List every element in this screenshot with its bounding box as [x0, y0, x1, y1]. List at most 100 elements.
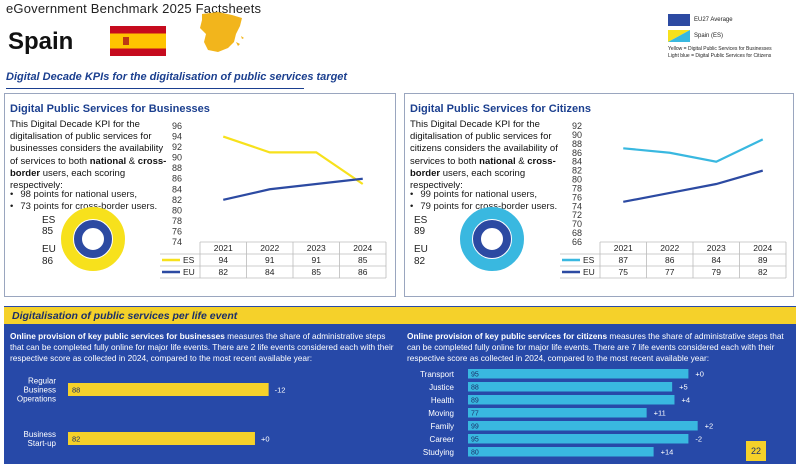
citizens-bar-change: -2	[695, 435, 702, 444]
business-life-event-bars: 88 -12 Regular Business Operations 82 +0 Busine…	[17, 377, 286, 449]
citizens-life-event-bars: Transport 95 +0 Justice 88 +5 Health 89 +4 Moving…	[420, 369, 714, 457]
citizens-data-label: 79	[712, 267, 722, 277]
citizens-es-label: ES	[414, 215, 428, 226]
citizens-xtick: 2022	[660, 243, 679, 253]
citizens-ytick: 78	[572, 183, 582, 193]
legend-note-yellow: Yellow = Digital Public Services for Bus…	[668, 46, 772, 52]
business-ytick: 74	[172, 237, 182, 247]
business-ytick: 82	[172, 195, 182, 205]
legend-es: Spain (ES)	[694, 33, 724, 39]
citizens-bar-value: 88	[471, 385, 479, 392]
citizens-ytick: 86	[572, 148, 582, 158]
citizens-eu-label: EU	[414, 244, 428, 255]
citizens-xtick: 2021	[614, 243, 633, 253]
business-ytick: 96	[172, 121, 182, 131]
citizens-series-eu-line	[623, 169, 764, 203]
citizens-bar-change: +14	[661, 448, 674, 457]
es-swatch	[668, 30, 690, 42]
business-life-event-text: Online provision of key public services …	[10, 331, 394, 363]
business-ytick: 92	[172, 142, 182, 152]
citizens-bar	[468, 447, 654, 457]
business-description: This Digital Decade KPI for the digitali…	[10, 119, 167, 192]
citizens-bullet-national: 99 points for national users,	[410, 189, 557, 201]
business-ytick: 88	[172, 163, 182, 173]
citizens-xtick: 2023	[707, 243, 726, 253]
section-subtitle: Digital Decade KPIs for the digitalisati…	[6, 71, 348, 83]
business-ytick: 80	[172, 205, 182, 215]
citizens-legend-es: ES	[583, 255, 595, 265]
citizens-bar-category: Studying	[423, 448, 454, 457]
life-event-title: Digitalisation of public services per li…	[12, 310, 238, 322]
citizens-bar-change: +2	[705, 422, 714, 431]
business-data-label: 85	[358, 255, 368, 265]
business-es-label: ES	[42, 215, 56, 226]
citizens-bar-category: Justice	[429, 383, 454, 392]
citizens-ytick: 66	[572, 237, 582, 247]
spain-map-icon	[200, 12, 244, 52]
business-donut	[61, 207, 125, 271]
citizens-data-label: 75	[619, 267, 629, 277]
business-data-label: 94	[219, 255, 229, 265]
citizens-bar-category: Family	[430, 422, 454, 431]
citizens-ytick: 84	[572, 157, 582, 167]
citizens-bar	[468, 421, 698, 431]
business-bar-change: +0	[261, 435, 270, 444]
business-bar-category: Regular Business Operations	[17, 377, 56, 404]
page-number: 22	[746, 441, 766, 461]
citizens-bar-category: Moving	[428, 409, 454, 418]
citizens-data-label: 82	[758, 267, 768, 277]
business-bar	[68, 383, 269, 396]
business-data-label: 91	[265, 255, 275, 265]
citizens-ytick: 80	[572, 175, 582, 185]
business-bar	[68, 432, 255, 445]
citizens-bullet-crossborder: 79 points for cross-border users.	[410, 201, 557, 213]
legend-note-blue: Light blue = Digital Public Services for…	[668, 53, 772, 59]
citizens-ytick: 82	[572, 166, 582, 176]
citizens-xtick: 2024	[753, 243, 772, 253]
citizens-data-label: 87	[619, 255, 629, 265]
legend: EU27 Average Spain (ES) Yellow = Digital…	[668, 14, 796, 60]
citizens-data-label: 86	[665, 255, 675, 265]
business-eu-value: 86	[42, 256, 54, 267]
citizens-bar-change: +5	[679, 383, 688, 392]
life-event-title-bar: Digitalisation of public services per li…	[4, 307, 796, 324]
citizens-bar	[468, 369, 689, 379]
citizens-ytick: 76	[572, 192, 582, 202]
business-bar-change: -12	[275, 386, 286, 395]
business-bullet-national: 98 points for national users,	[10, 189, 157, 201]
business-series-eu-line	[223, 177, 363, 201]
citizens-bar-category: Health	[431, 396, 454, 405]
citizens-ytick: 90	[572, 130, 582, 140]
citizens-ytick: 72	[572, 210, 582, 220]
business-ytick: 86	[172, 174, 182, 184]
citizens-ytick: 88	[572, 139, 582, 149]
business-data-label: 82	[219, 267, 229, 277]
citizens-bar-value: 99	[471, 424, 479, 431]
citizens-bar-change: +0	[695, 370, 704, 379]
spain-flag-icon	[110, 26, 166, 56]
business-ytick: 76	[172, 226, 182, 236]
citizens-bar-change: +4	[681, 396, 690, 405]
business-data-label: 84	[265, 267, 275, 277]
business-xtick: 2024	[353, 243, 372, 253]
citizens-bar-change: +11	[654, 409, 666, 418]
citizens-ytick: 70	[572, 219, 582, 229]
subtitle-underline	[6, 88, 304, 89]
citizens-bar	[468, 408, 647, 418]
report-title: eGovernment Benchmark 2025 Factsheets	[6, 1, 262, 16]
citizens-ytick: 74	[572, 201, 582, 211]
citizens-series-es-line	[623, 138, 764, 163]
business-series-es-line	[222, 135, 364, 185]
business-es-value: 85	[42, 226, 54, 237]
citizens-bullets: 99 points for national users, 79 points …	[410, 189, 557, 213]
citizens-bar	[468, 434, 689, 444]
business-data-label: 86	[358, 267, 368, 277]
citizens-description: This Digital Decade KPI for the digitali…	[410, 119, 558, 192]
legend-eu: EU27 Average	[694, 17, 733, 23]
citizens-bar-category: Transport	[420, 370, 455, 379]
business-ytick: 94	[172, 132, 182, 142]
business-ytick: 90	[172, 153, 182, 163]
citizens-panel-title: Digital Public Services for Citizens	[410, 103, 591, 115]
